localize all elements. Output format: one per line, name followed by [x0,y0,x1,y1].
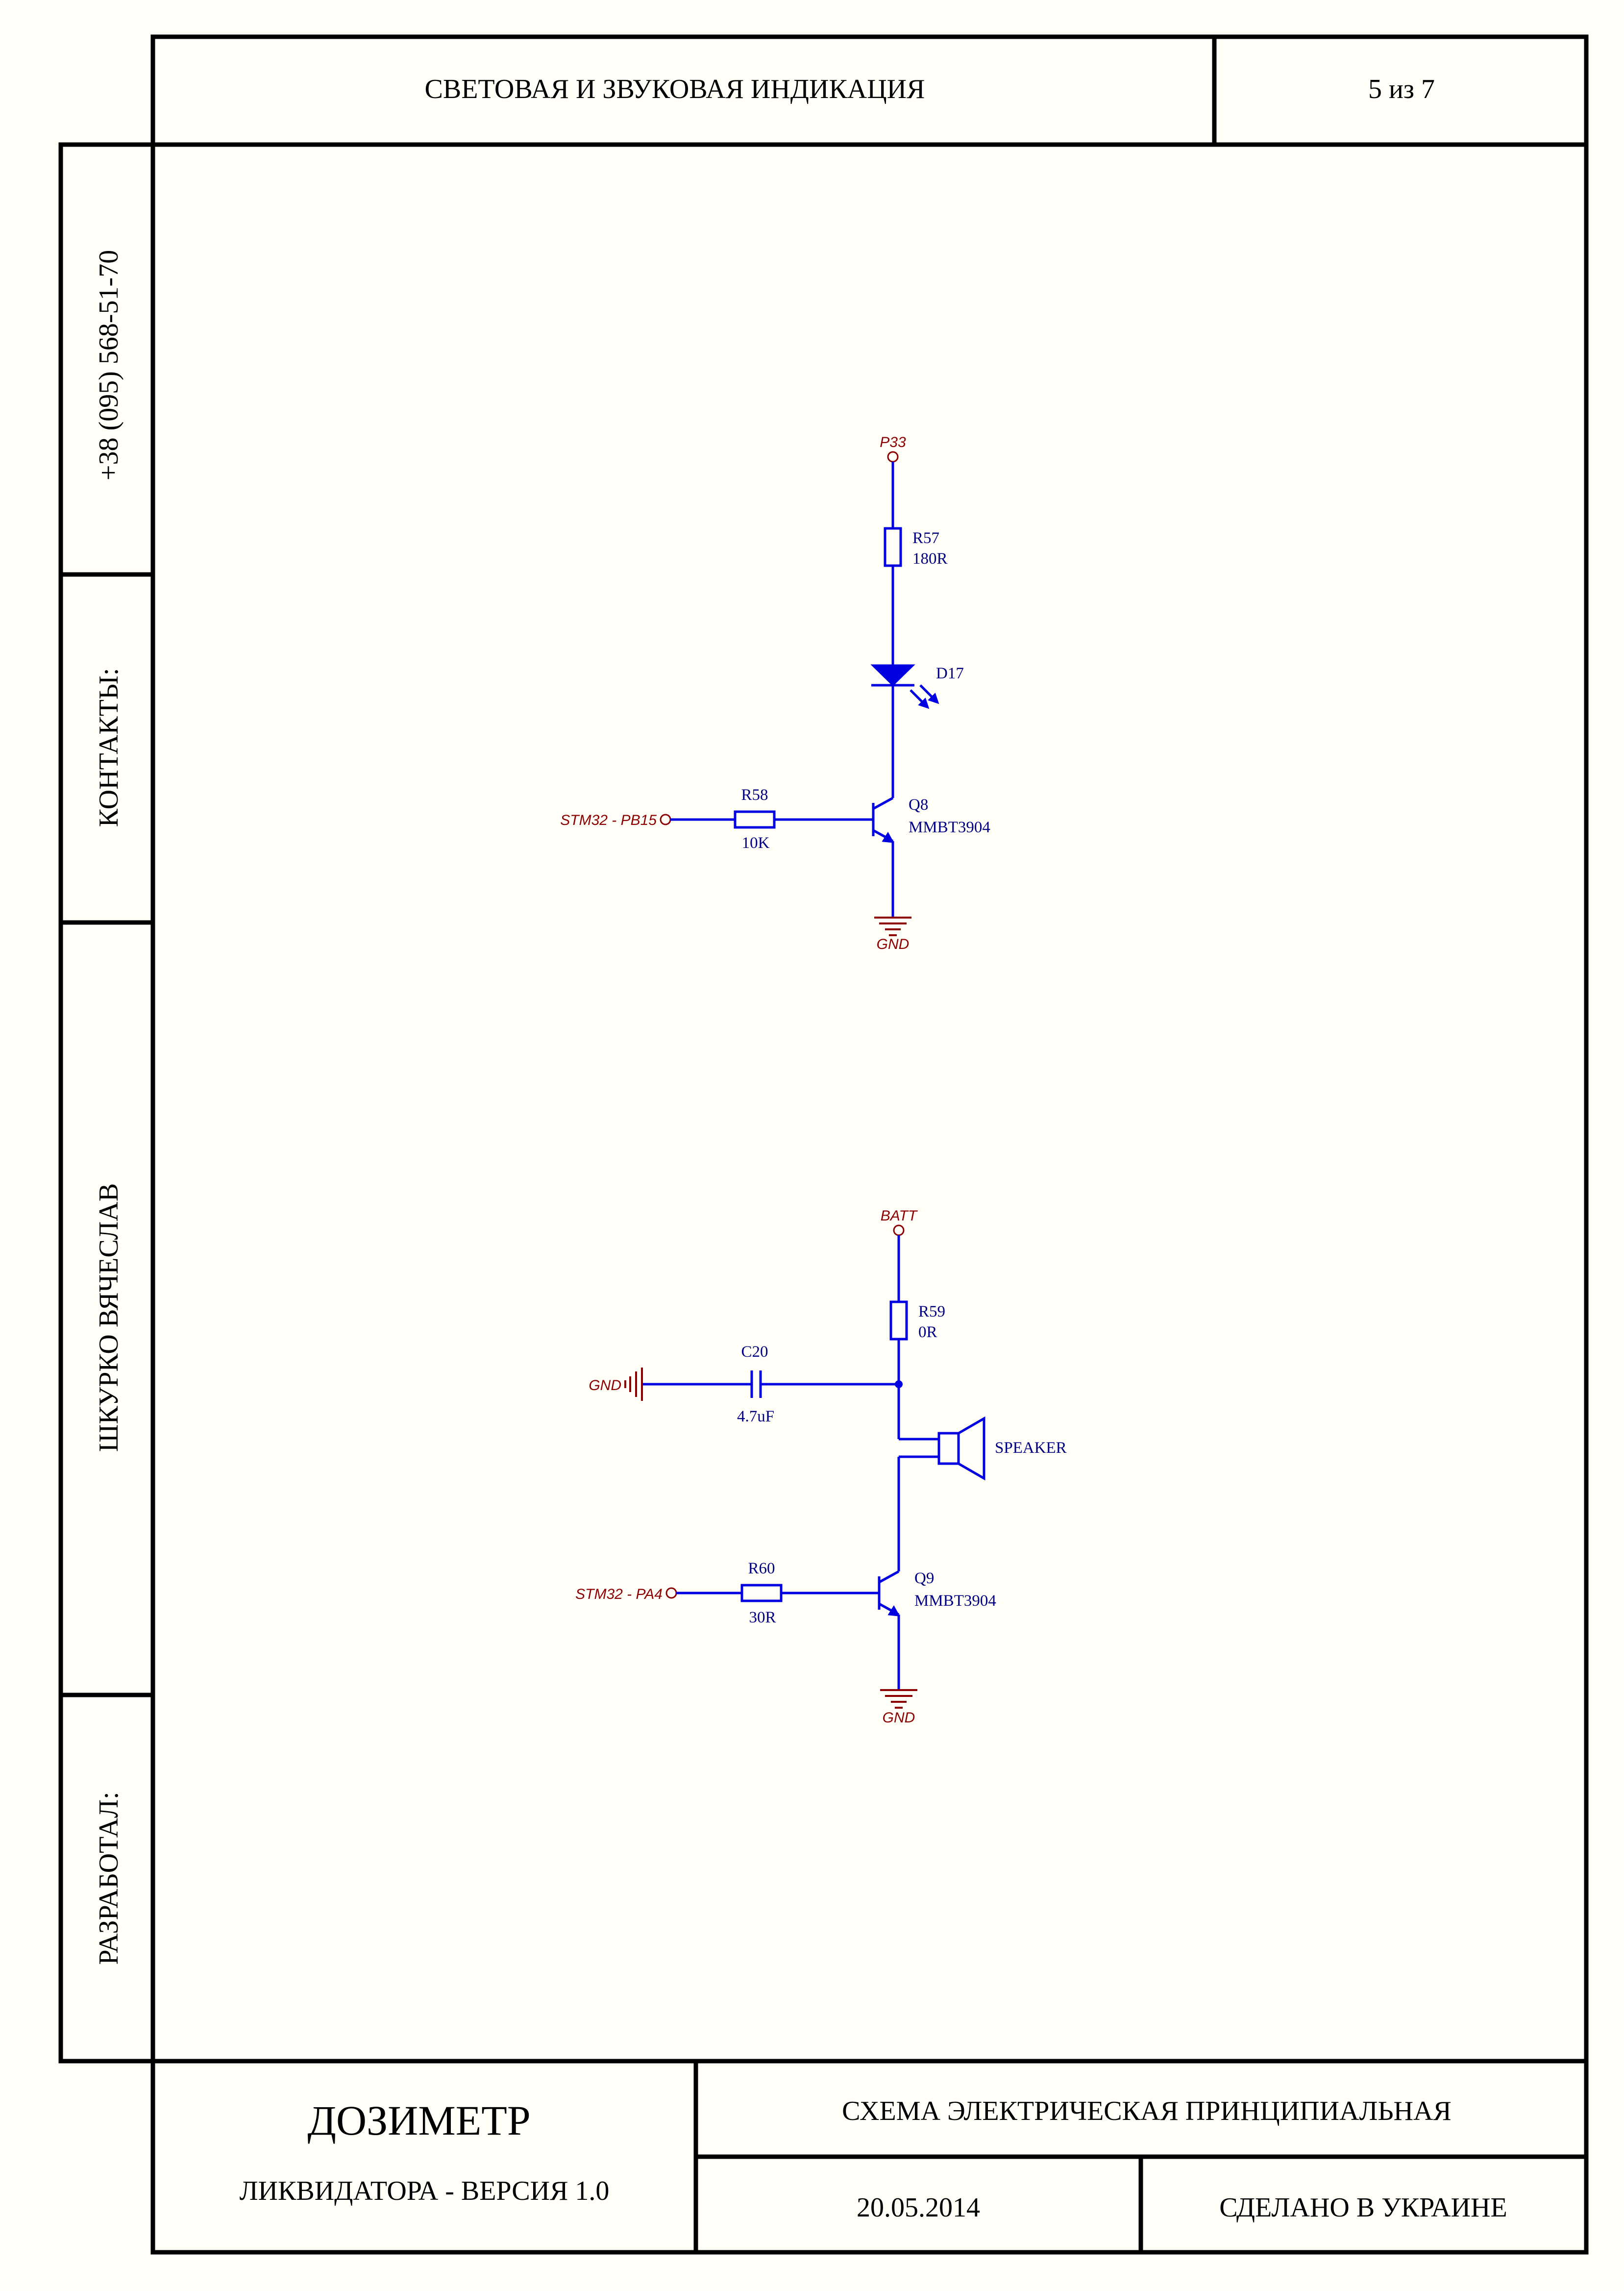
product-subtitle: ЛИКВИДАТОРА - ВЕРСИЯ 1.0 [240,2176,610,2206]
batt-net-label: BATT [881,1208,918,1224]
r60-value: 30R [749,1609,776,1626]
q9-gnd-label: GND [883,1710,915,1726]
r59-ref: R59 [918,1303,945,1320]
document-date: 20.05.2014 [857,2192,980,2223]
r59-resistor [889,1300,908,1341]
q8-value: MMBT3904 [909,819,990,836]
r57-resistor [884,527,902,567]
side-panel [58,142,155,2064]
batt-power-port [893,1224,905,1236]
d17-ref: D17 [936,665,964,682]
r57-value: 180R [912,550,948,568]
r59-value: 0R [918,1323,937,1341]
p33-net-label: P33 [880,434,906,450]
c20-gnd-symbol [624,1368,643,1401]
speaker-circuit: BATT R59 0R C20 4.7uF GND SPEAKER [575,1208,1067,1726]
sheet-number: 5 из 7 [1368,74,1435,104]
contact-phone: +38 (095) 568-51-70 [94,250,124,480]
speaker-symbol [937,1416,985,1481]
author-name: ШКУРКО ВЯЧЕСЛАВ [94,1183,124,1452]
q9-gnd-symbol [880,1689,917,1709]
developer-label: РАЗРАБОТАЛ: [94,1792,124,1965]
r58-ref: R58 [741,786,768,804]
r58-value: 10K [742,834,770,852]
d17-led [870,664,939,709]
pa4-input-port [665,1587,677,1599]
drawing-area [150,142,1589,2064]
led-circuit: P33 R57 180R D17 STM32 - PB15 R58 10K [560,434,990,952]
product-name: ДОЗИМЕТР [307,2097,530,2144]
pb15-input-port [660,814,671,825]
pb15-net-label: STM32 - PB15 [560,812,657,828]
r60-ref: R60 [748,1560,775,1577]
drawing-frame [58,34,1589,2255]
contacts-label: КОНТАКТЫ: [94,668,124,827]
document-type: СХЕМА ЭЛЕКТРИЧЕСКАЯ ПРИНЦИПИАЛЬНАЯ [842,2096,1452,2126]
q9-transistor [878,1570,900,1617]
sheet-title: СВЕТОВАЯ И ЗВУКОВАЯ ИНДИКАЦИЯ [425,74,925,104]
c20-value: 4.7uF [737,1408,774,1425]
c20-gnd-label: GND [589,1377,621,1394]
r58-resistor [734,810,776,829]
r60-resistor [740,1584,783,1602]
q8-gnd-symbol [874,917,911,936]
q8-ref: Q8 [909,796,928,814]
r57-ref: R57 [912,529,939,547]
q8-transistor [872,797,894,843]
q9-value: MMBT3904 [914,1592,996,1610]
speaker-ref: SPEAKER [995,1439,1067,1457]
p33-power-port [887,451,899,463]
pa4-net-label: STM32 - PA4 [575,1586,663,1602]
q9-ref: Q9 [914,1569,934,1587]
c20-ref: C20 [741,1343,768,1361]
q8-gnd-label: GND [877,936,910,952]
country-of-origin: СДЕЛАНО В УКРАИНЕ [1219,2192,1507,2223]
